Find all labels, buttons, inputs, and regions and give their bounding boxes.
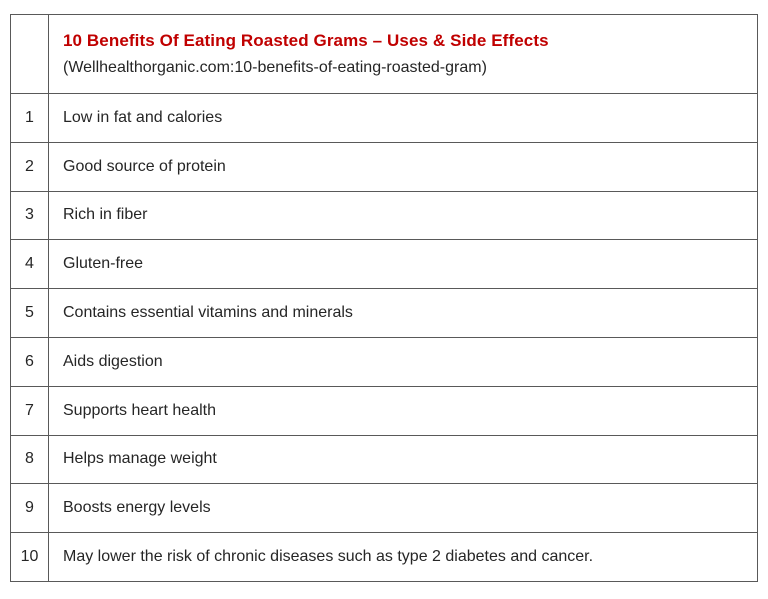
row-number: 2	[10, 141, 49, 192]
row-number: 8	[10, 434, 49, 485]
header-content-cell: 10 Benefits Of Eating Roasted Grams – Us…	[48, 14, 758, 94]
table-row: 10 May lower the risk of chronic disease…	[10, 532, 758, 582]
table-title: 10 Benefits Of Eating Roasted Grams – Us…	[63, 31, 549, 50]
row-number: 7	[10, 385, 49, 436]
table-row: 3 Rich in fiber	[10, 190, 758, 241]
row-number: 9	[10, 483, 49, 534]
row-number: 4	[10, 239, 49, 290]
table-header-row: 10 Benefits Of Eating Roasted Grams – Us…	[10, 14, 758, 94]
benefit-text: Good source of protein	[48, 141, 758, 192]
row-number: 5	[10, 288, 49, 338]
benefit-text: Rich in fiber	[48, 190, 758, 241]
table-row: 7 Supports heart health	[10, 385, 758, 436]
table-row: 8 Helps manage weight	[10, 434, 758, 485]
table-row: 9 Boosts energy levels	[10, 483, 758, 534]
table-row: 5 Contains essential vitamins and minera…	[10, 288, 758, 338]
table-row: 1 Low in fat and calories	[10, 93, 758, 143]
benefit-text: May lower the risk of chronic diseases s…	[48, 532, 758, 582]
header-number-cell	[10, 14, 49, 94]
benefit-text: Low in fat and calories	[48, 93, 758, 143]
benefit-text: Aids digestion	[48, 336, 758, 387]
benefit-text: Helps manage weight	[48, 434, 758, 485]
row-number: 1	[10, 93, 49, 143]
table-subtitle: (Wellhealthorganic.com:10-benefits-of-ea…	[63, 59, 487, 76]
benefit-text: Contains essential vitamins and minerals	[48, 288, 758, 338]
row-number: 3	[10, 190, 49, 241]
benefit-text: Supports heart health	[48, 385, 758, 436]
row-number: 6	[10, 336, 49, 387]
benefit-text: Gluten-free	[48, 239, 758, 290]
benefit-text: Boosts energy levels	[48, 483, 758, 534]
table-row: 6 Aids digestion	[10, 336, 758, 387]
table-row: 4 Gluten-free	[10, 239, 758, 290]
benefits-table: 10 Benefits Of Eating Roasted Grams – Us…	[10, 14, 758, 582]
row-number: 10	[10, 532, 49, 582]
table-row: 2 Good source of protein	[10, 141, 758, 192]
